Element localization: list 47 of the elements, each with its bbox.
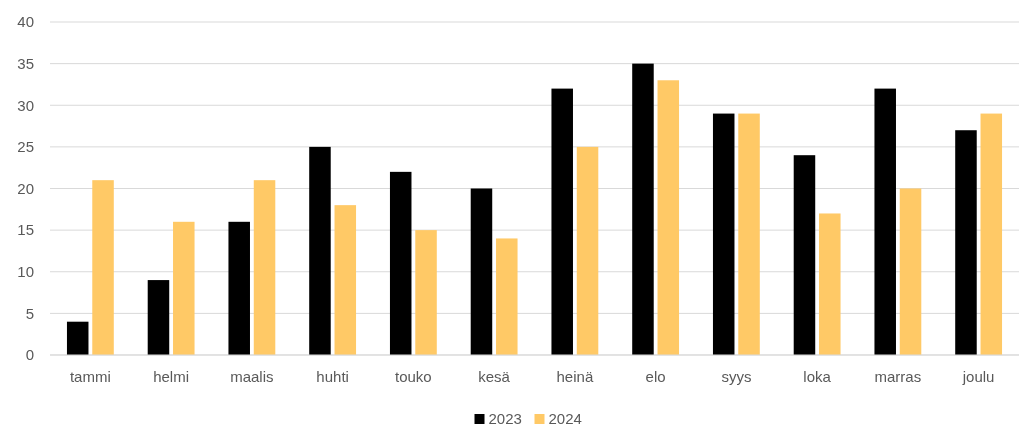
y-tick-label: 5 (25, 304, 34, 322)
bar (334, 205, 357, 355)
x-tick-label: helmi (153, 368, 190, 385)
x-tick-label: huhti (316, 368, 349, 385)
y-tick-label: 40 (17, 13, 34, 31)
x-tick-label: loka (803, 368, 832, 385)
x-tick-label: heinä (556, 368, 594, 385)
bar (551, 88, 573, 355)
y-tick-label: 25 (17, 138, 34, 156)
legend-label: 2024 (548, 410, 582, 427)
x-tick-label: syys (721, 368, 752, 385)
bar (576, 146, 599, 355)
y-tick-label: 30 (17, 96, 34, 114)
bar (253, 180, 276, 355)
x-tick-label: maalis (230, 368, 274, 385)
y-tick-label: 15 (17, 221, 34, 239)
bar (899, 188, 922, 355)
x-tick-label: joulu (961, 368, 995, 385)
bar (415, 230, 437, 355)
bar (66, 321, 89, 355)
x-tick-label: touko (395, 368, 432, 385)
bar (955, 130, 977, 355)
legend-label: 2023 (488, 410, 522, 427)
bar (980, 113, 1003, 355)
bar (496, 238, 518, 355)
x-tick-label: elo (645, 368, 666, 385)
bar (632, 63, 654, 355)
x-tick-label: kesä (478, 368, 511, 385)
bar (738, 113, 760, 355)
y-tick-label: 35 (17, 54, 34, 72)
y-tick-label: 0 (25, 346, 34, 364)
bar (657, 80, 680, 355)
bar (712, 113, 735, 355)
bar (147, 280, 170, 355)
bar (309, 146, 331, 355)
bar (470, 188, 493, 355)
bar (173, 221, 195, 355)
y-tick-label: 10 (17, 263, 34, 280)
x-tick-label: marras (874, 368, 922, 385)
bar (819, 213, 841, 355)
x-tick-label: tammi (69, 368, 111, 385)
bar (874, 88, 896, 355)
bar (793, 155, 816, 355)
y-tick-label: 20 (17, 179, 34, 197)
bar (389, 171, 412, 355)
bar (228, 221, 250, 355)
bar (92, 180, 114, 355)
